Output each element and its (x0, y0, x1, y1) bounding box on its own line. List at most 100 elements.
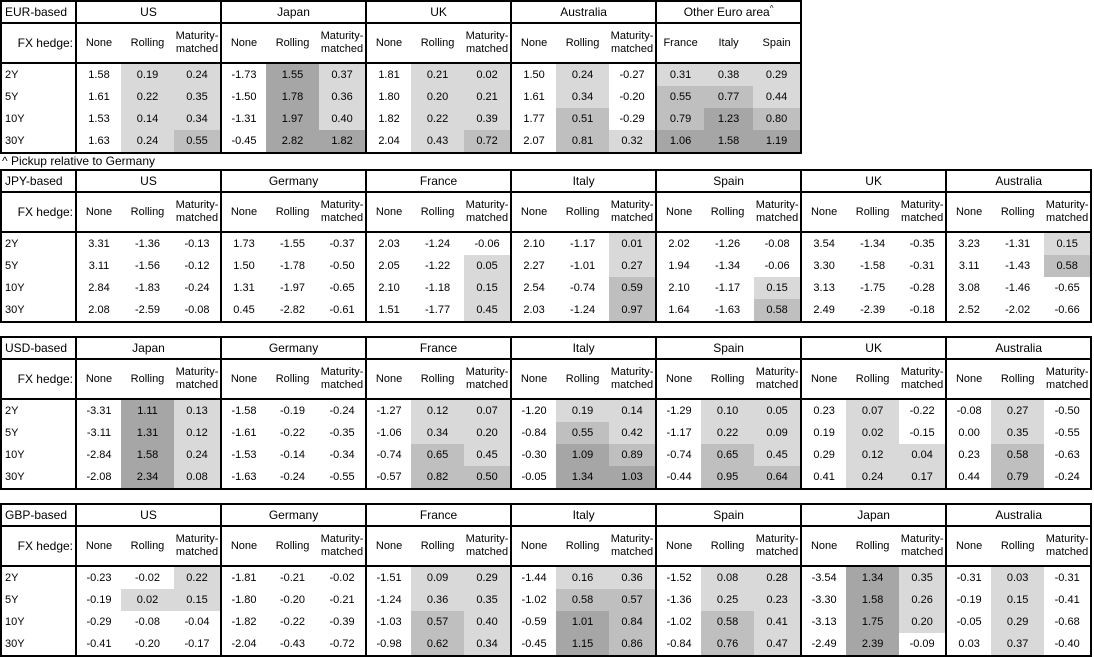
value-cell: 1.58 (121, 444, 174, 466)
value-cell: 0.15 (1044, 232, 1092, 255)
value-cell: 1.09 (556, 444, 610, 466)
value-cell: 0.57 (609, 589, 657, 611)
subheader-cell: None (220, 23, 267, 64)
value-cell: -0.45 (510, 633, 557, 656)
value-cell: -1.58 (220, 399, 267, 422)
value-cell: 0.65 (701, 444, 755, 466)
value-cell: 1.77 (510, 108, 557, 130)
value-cell: -1.26 (715, 238, 741, 250)
subheader-cell: Rolling (121, 359, 174, 400)
fx-hedge-label: FX hedge: (1, 192, 76, 233)
value-cell: -1.17 (655, 422, 702, 444)
subheader-cell: None (945, 359, 992, 400)
value-cell: -1.36 (655, 589, 702, 611)
value-cell: 0.16 (556, 566, 610, 589)
country-header: Australia (945, 504, 1092, 527)
value-cell: 1.15 (556, 633, 610, 656)
value-cell: -1.01 (570, 260, 596, 272)
value-cell: -1.83 (134, 282, 161, 294)
subheader-cell: Maturity-matched (174, 526, 222, 567)
subheader-cell: None (510, 23, 557, 64)
value-cell: 0.22 (411, 108, 465, 130)
value-cell: 0.86 (609, 633, 657, 656)
table-usd-based: USD-based Japan Germany France Italy Spain UK A… (0, 336, 1093, 490)
value-cell: -0.06 (474, 238, 500, 250)
value-cell: -1.44 (510, 566, 557, 589)
value-cell: -0.19 (279, 405, 306, 417)
value-cell: 0.79 (655, 108, 705, 130)
base-currency-label-usd-based: USD-based (1, 337, 76, 360)
value-cell: 0.05 (464, 255, 512, 277)
value-cell: -1.03 (365, 611, 412, 633)
value-cell: 1.73 (220, 232, 267, 255)
value-cell: -0.15 (909, 427, 935, 439)
subheader-cell: None (220, 526, 267, 567)
value-cell: 0.36 (411, 589, 465, 611)
value-cell: -0.20 (134, 638, 161, 650)
subheader-cell: None (75, 526, 121, 567)
value-cell: 0.28 (754, 566, 802, 589)
subheader-cell: Rolling (411, 526, 465, 567)
value-cell: -0.39 (329, 616, 355, 628)
subheader-cell: Rolling (411, 192, 465, 233)
country-header: Other Euro area^ (655, 1, 802, 24)
value-cell: 0.03 (945, 633, 992, 656)
subheader-cell: Rolling (846, 192, 900, 233)
value-cell: -0.35 (329, 427, 355, 439)
value-cell: -0.17 (184, 638, 210, 650)
value-cell: 0.55 (556, 422, 610, 444)
country-header: France (365, 337, 512, 360)
subheader-cell: Maturity-matched (174, 23, 222, 64)
subheader-cell: France (655, 23, 705, 64)
value-cell: 1.94 (655, 255, 702, 277)
value-cell: -0.98 (365, 633, 412, 656)
value-cell: 0.57 (411, 611, 465, 633)
value-cell: 2.10 (510, 232, 557, 255)
subheader-cell: Rolling (266, 359, 320, 400)
value-cell: -2.02 (1005, 304, 1031, 316)
value-cell: 0.84 (609, 611, 657, 633)
value-cell: 0.09 (754, 422, 802, 444)
value-cell: 0.82 (411, 466, 465, 489)
subheader-cell: None (510, 526, 557, 567)
value-cell: 0.19 (121, 63, 174, 86)
value-cell: 0.62 (411, 633, 465, 656)
value-cell: 2.04 (365, 130, 412, 153)
subheader-cell: Italy (704, 23, 754, 64)
value-cell: 0.44 (753, 86, 802, 108)
value-cell: -1.77 (425, 304, 451, 316)
tenor-row-label: 5Y (5, 91, 19, 103)
value-cell: 2.54 (510, 277, 557, 299)
value-cell: -0.34 (329, 449, 355, 461)
subheader-cell: Rolling (701, 526, 755, 567)
value-cell: 0.79 (991, 466, 1045, 489)
value-cell: -0.40 (1054, 638, 1080, 650)
value-cell: -0.14 (279, 449, 306, 461)
subheader-cell: None (365, 359, 412, 400)
subheader-cell: Maturity-matched (609, 359, 657, 400)
subheader-cell: Maturity-matched (1044, 526, 1092, 567)
subheader-cell: Maturity-matched (319, 23, 367, 64)
value-cell: 0.05 (754, 399, 802, 422)
subheader-cell: None (945, 192, 992, 233)
value-cell: -1.17 (715, 282, 741, 294)
country-header: France (365, 170, 512, 193)
tenor-row-label: 2Y (5, 69, 19, 81)
value-cell: -1.56 (134, 260, 161, 272)
subheader-cell: Rolling (266, 526, 320, 567)
value-cell: -1.20 (510, 399, 557, 422)
value-cell: -1.46 (1005, 282, 1031, 294)
value-cell: -0.57 (365, 466, 412, 489)
value-cell: 0.15 (991, 589, 1045, 611)
value-cell: -0.31 (945, 566, 992, 589)
value-cell: 0.27 (991, 399, 1045, 422)
value-cell: 0.29 (800, 444, 847, 466)
value-cell: -1.53 (220, 444, 267, 466)
country-header: Spain (655, 504, 802, 527)
value-cell: 2.82 (266, 130, 320, 153)
value-cell: -1.34 (860, 238, 886, 250)
value-cell: 3.08 (945, 277, 992, 299)
value-cell: 0.45 (220, 299, 267, 322)
value-cell: 0.47 (754, 633, 802, 656)
value-cell: -0.50 (1054, 405, 1080, 417)
